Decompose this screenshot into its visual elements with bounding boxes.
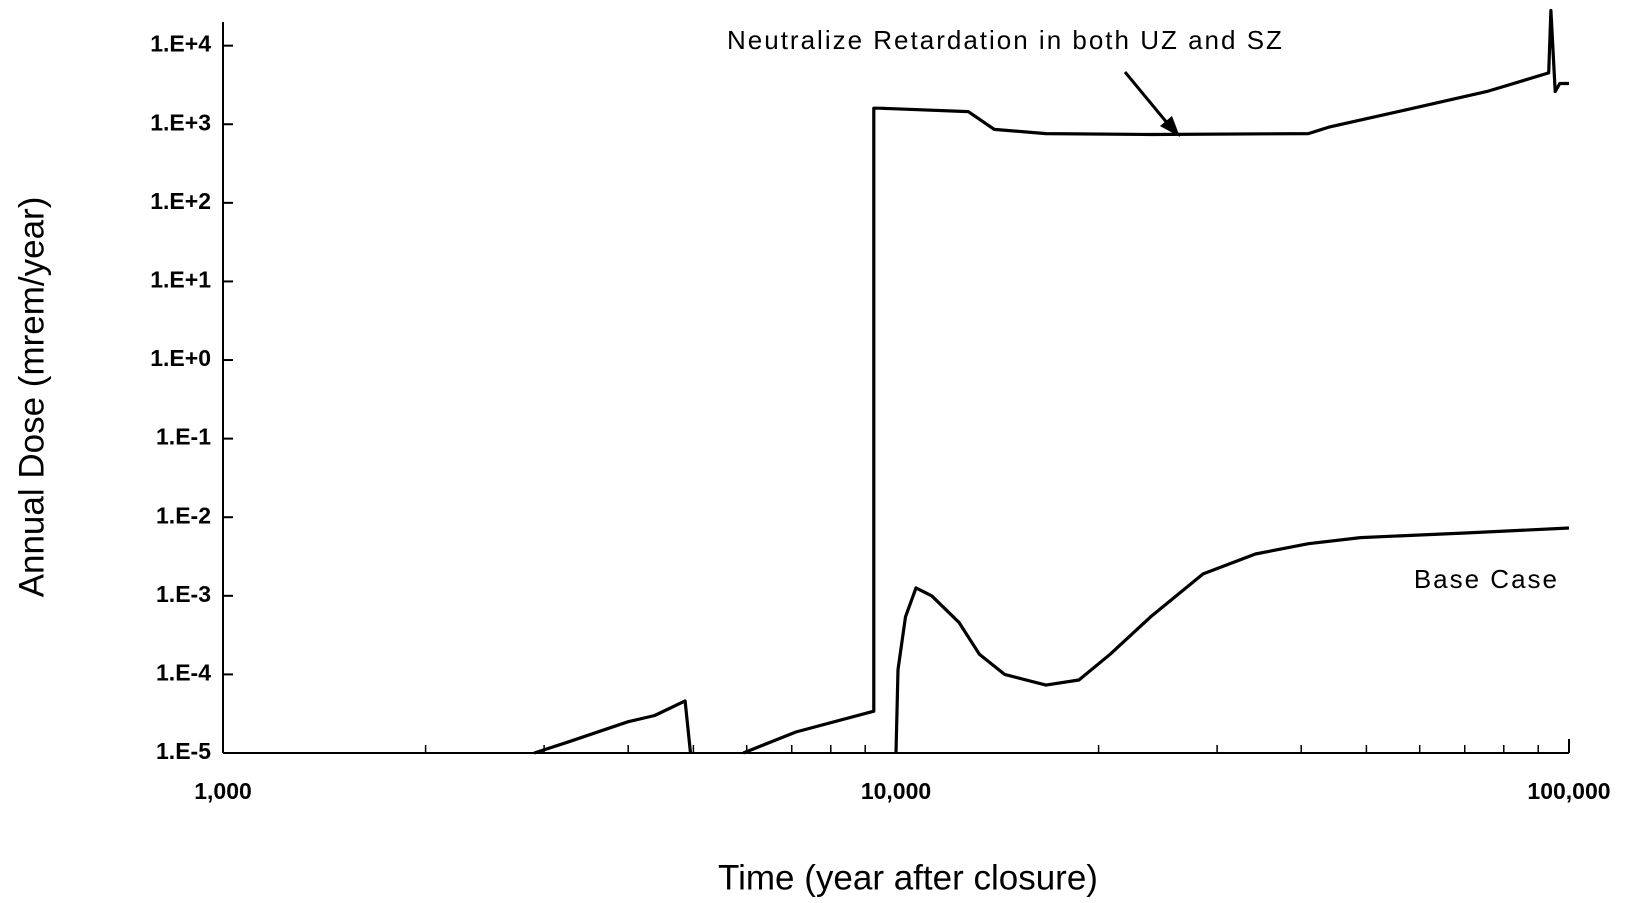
y-tick-label: 1.E+0	[150, 345, 211, 371]
y-tick-label: 1.E+4	[150, 31, 211, 57]
annotation-arrow	[1123, 71, 1170, 125]
data-line	[533, 8, 1569, 755]
y-tick-label: 1.E-5	[156, 738, 211, 764]
y-tick-label: 1.E+2	[150, 188, 211, 214]
y-tick-label: 1.E+1	[150, 267, 211, 293]
y-tick-label: 1.E-4	[156, 659, 211, 685]
x-tick-label: 1,000	[194, 778, 252, 804]
y-tick-label: 1.E+3	[150, 109, 211, 135]
annotation: Base Case	[1414, 564, 1559, 594]
y-tick-label: 1.E-1	[156, 424, 211, 450]
y-tick-label: 1.E-2	[156, 502, 211, 528]
y-axis-title: Annual Dose (mrem/year)	[12, 197, 51, 598]
arrow-head	[1160, 116, 1180, 137]
data-line	[894, 526, 1570, 754]
annotation: Neutralize Retardation in both UZ and SZ	[727, 25, 1284, 55]
x-tick-label: 100,000	[1527, 778, 1610, 804]
y-tick-label: 1.E-3	[156, 581, 211, 607]
x-axis-title: Time (year after closure)	[718, 858, 1098, 897]
x-tick-label: 10,000	[861, 778, 931, 804]
